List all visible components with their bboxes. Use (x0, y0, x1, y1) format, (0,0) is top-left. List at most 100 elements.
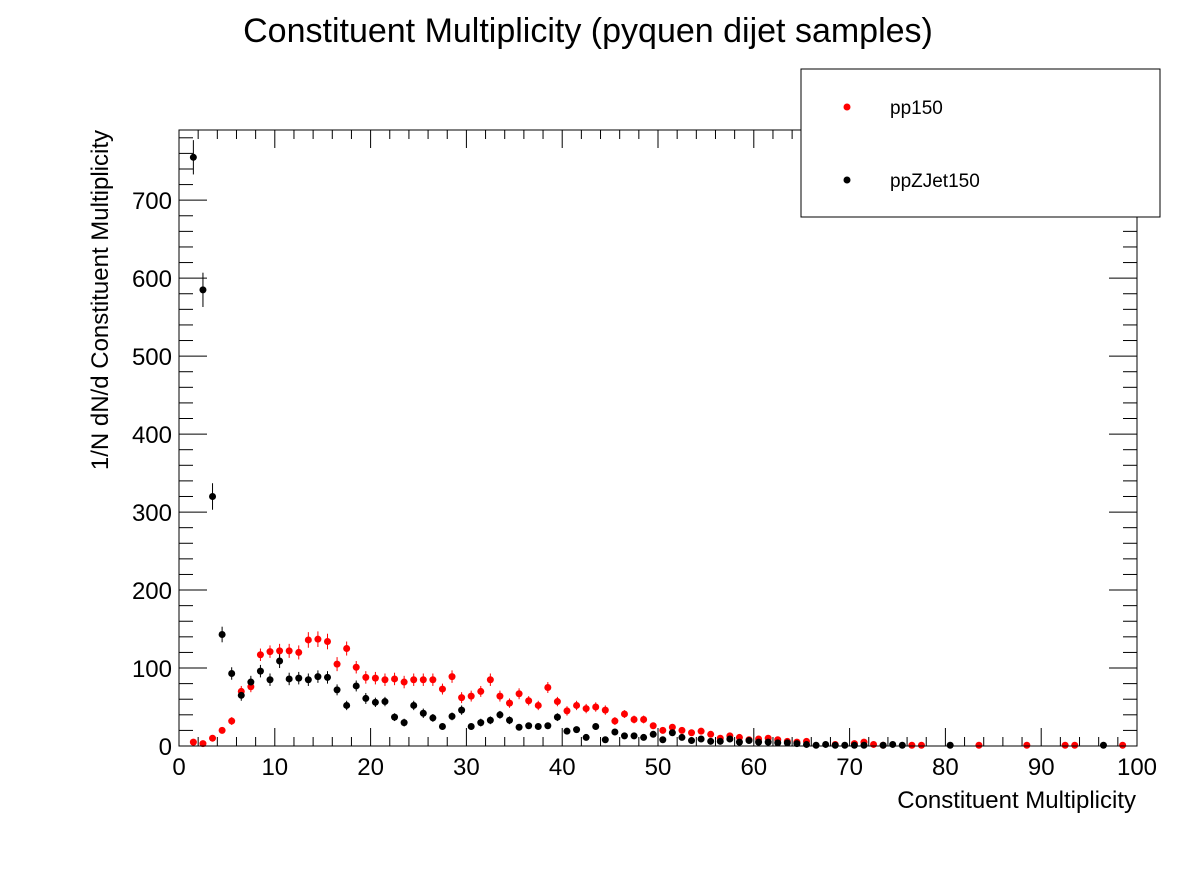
point-pp150 (266, 648, 274, 656)
point-pp150 (515, 690, 523, 698)
point-pp150 (506, 699, 514, 707)
y-tick-label: 100 (132, 656, 172, 683)
point-ppzjet150 (525, 722, 533, 730)
point-ppzjet150 (448, 712, 456, 720)
point-pp150 (649, 722, 657, 730)
legend-label-pp150: pp150 (890, 98, 943, 119)
point-ppzjet150 (352, 682, 360, 690)
point-pp150 (276, 647, 284, 655)
point-pp150 (343, 645, 351, 653)
point-ppzjet150 (726, 735, 734, 743)
point-ppzjet150 (256, 667, 264, 675)
point-ppzjet150 (668, 729, 676, 737)
point-pp150 (917, 741, 925, 749)
point-pp150 (371, 674, 379, 682)
point-pp150 (448, 673, 456, 681)
x-tick-label: 100 (1117, 754, 1157, 781)
point-pp150 (582, 705, 590, 713)
point-ppzjet150 (304, 676, 312, 684)
point-ppzjet150 (640, 733, 648, 741)
x-tick-label: 80 (932, 754, 959, 781)
point-ppzjet150 (582, 733, 590, 741)
point-ppzjet150 (295, 674, 303, 682)
point-ppzjet150 (831, 741, 839, 749)
point-ppzjet150 (812, 741, 820, 749)
point-ppzjet150 (400, 719, 408, 727)
point-ppzjet150 (755, 738, 763, 746)
point-pp150 (563, 707, 571, 715)
point-pp150 (870, 740, 878, 748)
point-pp150 (362, 673, 370, 681)
point-pp150 (668, 723, 676, 731)
point-ppzjet150 (496, 711, 504, 719)
point-pp150 (1071, 741, 1079, 749)
y-tick-label: 600 (132, 266, 172, 293)
point-ppzjet150 (822, 740, 830, 748)
point-pp150 (525, 697, 533, 705)
legend-box (800, 68, 1161, 218)
legend-marker-ppzjet150 (843, 176, 851, 184)
point-pp150 (553, 698, 561, 706)
point-ppzjet150 (620, 732, 628, 740)
point-ppzjet150 (228, 669, 236, 677)
point-pp150 (352, 663, 360, 671)
y-tick-label: 300 (132, 500, 172, 527)
point-pp150 (438, 685, 446, 693)
x-tick-label: 10 (261, 754, 288, 781)
point-ppzjet150 (783, 739, 791, 747)
point-ppzjet150 (438, 723, 446, 731)
point-ppzjet150 (649, 730, 657, 738)
point-pp150 (410, 676, 418, 684)
point-pp150 (908, 741, 916, 749)
point-ppzjet150 (544, 722, 552, 730)
point-pp150 (477, 687, 485, 695)
point-ppzjet150 (371, 698, 379, 706)
point-ppzjet150 (630, 732, 638, 740)
point-pp150 (640, 715, 648, 723)
point-ppzjet150 (266, 676, 274, 684)
point-ppzjet150 (467, 723, 475, 731)
point-pp150 (611, 717, 619, 725)
point-ppzjet150 (688, 737, 696, 745)
point-ppzjet150 (573, 726, 581, 734)
point-ppzjet150 (678, 733, 686, 741)
point-ppzjet150 (209, 492, 217, 500)
point-ppzjet150 (793, 740, 801, 748)
point-pp150 (688, 729, 696, 737)
y-axis-title: 1/N dN/d Constituent Multiplicity (87, 130, 114, 470)
point-pp150 (400, 678, 408, 686)
point-pp150 (467, 692, 475, 700)
point-ppzjet150 (716, 737, 724, 745)
point-ppzjet150 (553, 713, 561, 721)
point-ppzjet150 (774, 739, 782, 747)
point-pp150 (486, 676, 494, 684)
point-pp150 (707, 730, 715, 738)
point-pp150 (228, 717, 236, 725)
x-axis-title: Constituent Multiplicity (897, 787, 1136, 814)
point-ppzjet150 (333, 686, 341, 694)
point-ppzjet150 (841, 741, 849, 749)
point-ppzjet150 (458, 706, 466, 714)
point-pp150 (323, 638, 331, 646)
point-ppzjet150 (611, 728, 619, 736)
point-ppzjet150 (362, 694, 370, 702)
point-pp150 (295, 648, 303, 656)
point-pp150 (199, 740, 207, 748)
point-pp150 (429, 676, 437, 684)
point-ppzjet150 (563, 727, 571, 735)
point-ppzjet150 (860, 741, 868, 749)
point-pp150 (620, 710, 628, 718)
x-tick-label: 20 (357, 754, 384, 781)
point-ppzjet150 (486, 716, 494, 724)
point-ppzjet150 (237, 691, 245, 699)
point-pp150 (659, 726, 667, 734)
point-ppzjet150 (323, 673, 331, 681)
point-pp150 (678, 726, 686, 734)
point-pp150 (697, 727, 705, 735)
point-ppzjet150 (218, 630, 226, 638)
point-ppzjet150 (189, 153, 197, 161)
plot-frame (178, 129, 1138, 747)
y-tick-label: 0 (159, 734, 172, 761)
point-pp150 (333, 660, 341, 668)
point-ppzjet150 (381, 698, 389, 706)
